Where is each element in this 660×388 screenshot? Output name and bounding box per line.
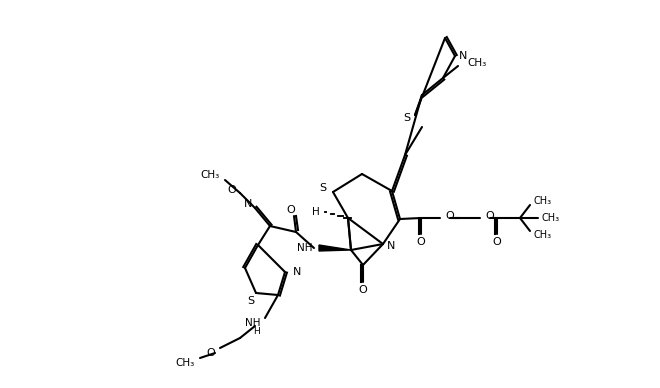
Text: NH: NH — [244, 318, 260, 328]
Polygon shape — [319, 245, 351, 251]
Text: O: O — [416, 237, 426, 247]
Text: H: H — [312, 207, 320, 217]
Text: S: S — [403, 113, 411, 123]
Text: N: N — [293, 267, 302, 277]
Text: N: N — [244, 199, 252, 209]
Text: O: O — [485, 211, 494, 221]
Text: H: H — [253, 327, 261, 336]
Text: CH₃: CH₃ — [541, 213, 559, 223]
Text: N: N — [387, 241, 395, 251]
Text: S: S — [319, 183, 326, 193]
Text: CH₃: CH₃ — [533, 230, 551, 240]
Text: O: O — [492, 237, 502, 247]
Text: CH₃: CH₃ — [533, 196, 551, 206]
Text: O: O — [445, 211, 454, 221]
Text: NH: NH — [296, 243, 312, 253]
Text: N: N — [459, 51, 467, 61]
Text: CH₃: CH₃ — [467, 58, 486, 68]
Text: O: O — [206, 348, 215, 358]
Text: CH₃: CH₃ — [201, 170, 220, 180]
Text: S: S — [248, 296, 255, 306]
Text: O: O — [358, 285, 368, 295]
Text: O: O — [227, 185, 236, 195]
Text: CH₃: CH₃ — [176, 358, 195, 368]
Text: O: O — [286, 205, 296, 215]
